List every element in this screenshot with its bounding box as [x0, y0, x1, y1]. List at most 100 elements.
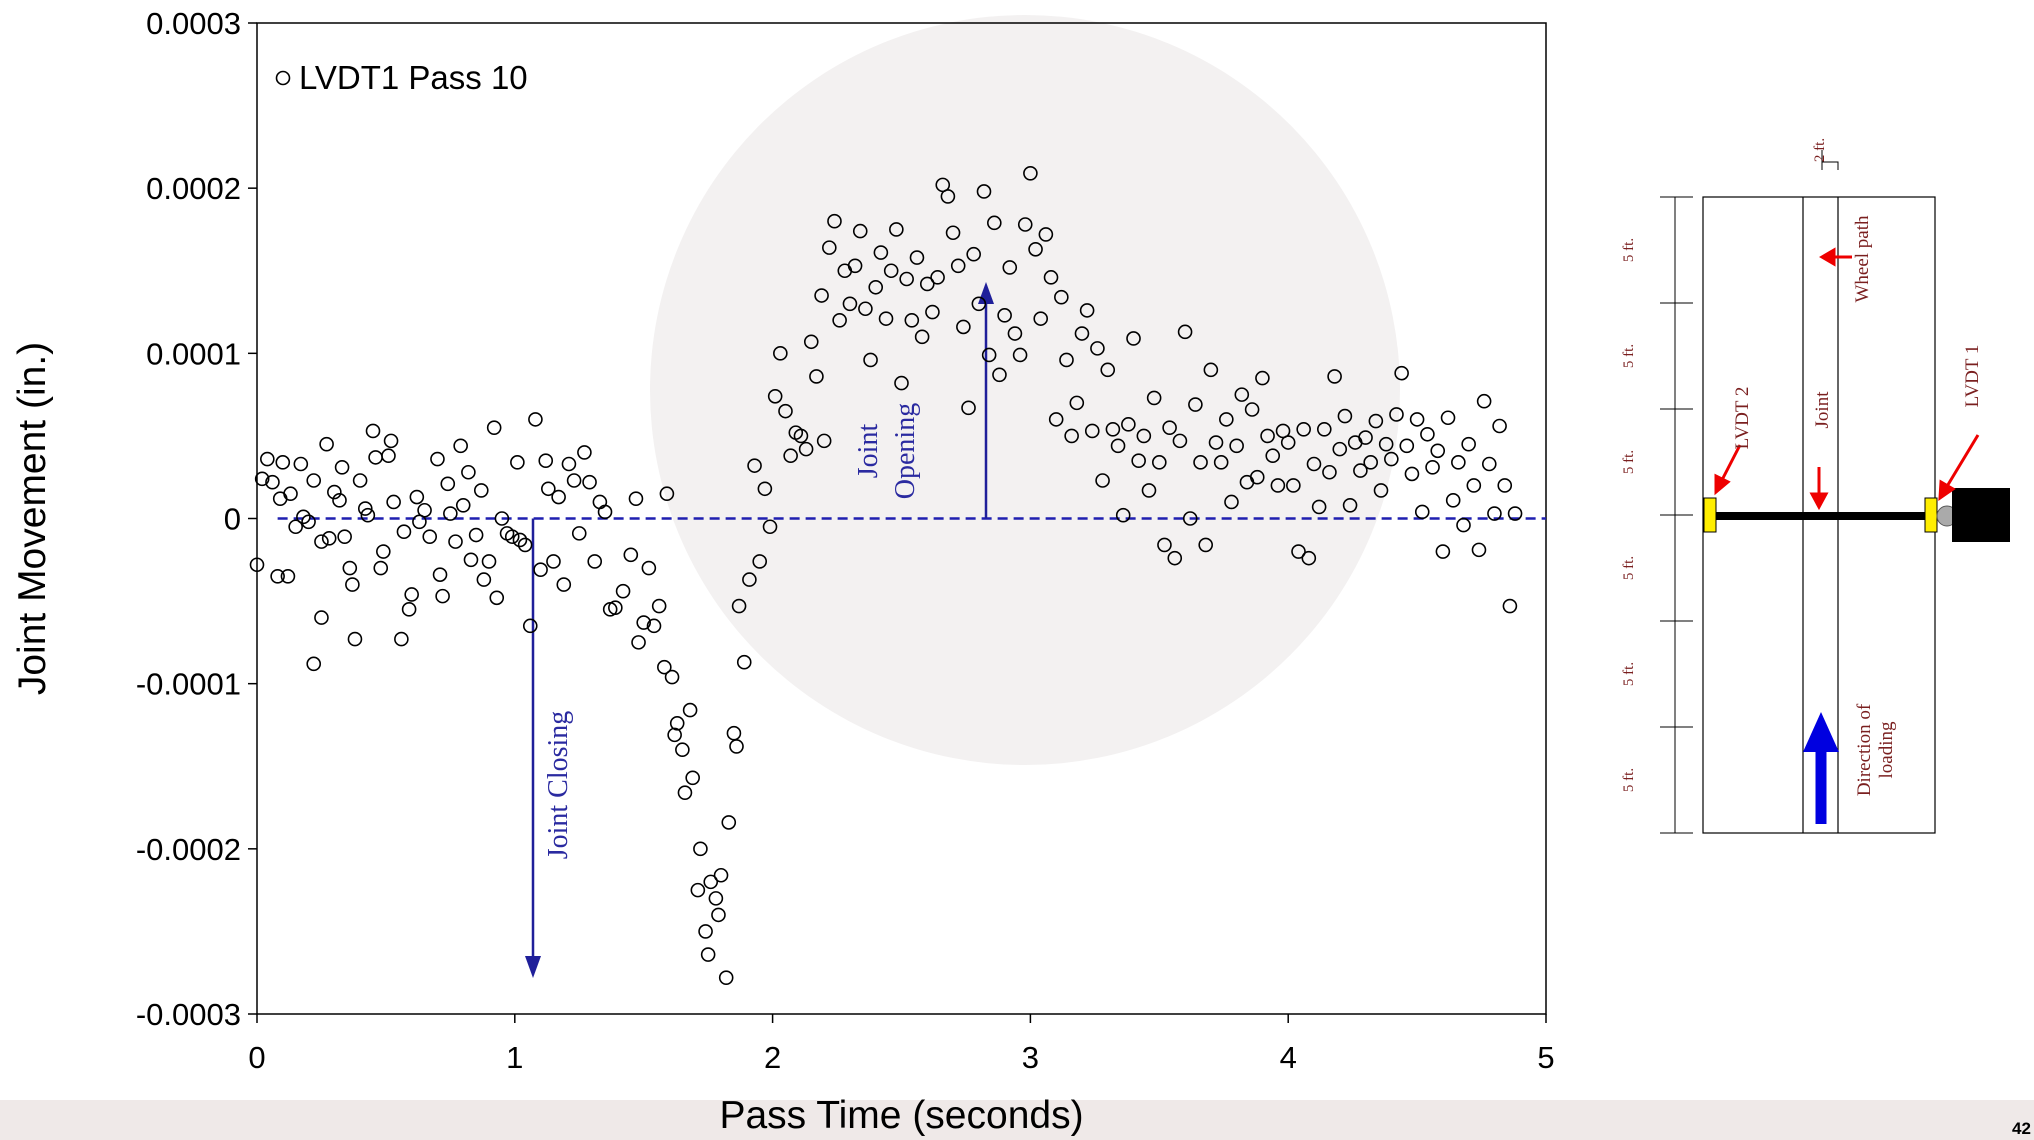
- data-point: [1384, 451, 1399, 467]
- data-point: [940, 189, 956, 204]
- data-point: [1033, 311, 1049, 326]
- data-point: [334, 459, 350, 475]
- data-point: [731, 598, 747, 614]
- data-point: [767, 388, 783, 404]
- data-point: [981, 347, 997, 363]
- data-point: [1193, 455, 1208, 470]
- data-point: [971, 296, 987, 312]
- data-point: [1141, 483, 1157, 498]
- data-point: [556, 577, 572, 592]
- data-point: [481, 554, 497, 569]
- data-logger: [1952, 488, 2010, 542]
- data-point: [757, 481, 773, 497]
- data-point: [383, 433, 399, 449]
- annotation: Joint: [853, 424, 884, 479]
- data-point: [422, 529, 438, 544]
- data-point: [1069, 395, 1085, 411]
- data-point: [987, 215, 1002, 231]
- data-point: [1146, 390, 1162, 406]
- data-point: [675, 742, 690, 758]
- data-point: [342, 560, 358, 576]
- data-point: [1270, 478, 1286, 493]
- data-point: [1502, 598, 1518, 614]
- data-point: [677, 785, 693, 800]
- data-point: [489, 590, 505, 606]
- data-point: [360, 507, 376, 523]
- legend-label: LVDT1 Pass 10: [299, 59, 528, 96]
- data-point: [1409, 412, 1425, 427]
- data-point: [1244, 402, 1260, 417]
- data-point: [1249, 469, 1265, 485]
- data-point: [417, 502, 432, 518]
- data-point: [1064, 428, 1079, 444]
- data-point: [592, 494, 608, 510]
- data-point: [1497, 478, 1513, 493]
- data-point: [822, 240, 837, 255]
- data-point: [352, 473, 368, 488]
- data-point: [814, 288, 829, 303]
- data-point: [597, 504, 613, 520]
- data-point: [1378, 436, 1394, 452]
- segment-label: 5 ft.: [1621, 556, 1637, 580]
- data-point: [345, 577, 360, 592]
- data-point: [386, 494, 401, 510]
- x-tick-label: 5: [1537, 1040, 1554, 1075]
- data-point: [401, 602, 417, 617]
- data-point: [783, 448, 798, 464]
- width-bracket: [1821, 150, 1839, 170]
- data-point: [1152, 455, 1167, 470]
- data-point: [669, 716, 685, 731]
- data-point: [1342, 497, 1358, 513]
- data-point: [847, 258, 863, 274]
- data-point: [827, 213, 842, 229]
- loading-arrow-head: [1803, 712, 1839, 752]
- data-point: [254, 471, 270, 487]
- data-point: [1394, 365, 1409, 381]
- data-point: [1353, 463, 1368, 478]
- data-point: [1373, 483, 1389, 498]
- data-point: [693, 841, 708, 857]
- data-point: [1492, 418, 1507, 434]
- data-point: [950, 258, 966, 274]
- data-point: [636, 615, 652, 630]
- arrow-head: [1938, 479, 1956, 501]
- data-point: [1461, 436, 1476, 452]
- data-point: [321, 531, 337, 546]
- data-point: [314, 610, 329, 625]
- data-point: [504, 529, 520, 544]
- data-point: [703, 874, 719, 890]
- data-point: [314, 534, 329, 549]
- data-point: [1487, 506, 1502, 521]
- data-point: [1476, 393, 1492, 409]
- data-point: [873, 245, 889, 260]
- arrow-head: [1819, 247, 1836, 267]
- data-point: [641, 560, 657, 576]
- data-point: [659, 486, 675, 502]
- y-tick-label: 0.0003: [146, 6, 241, 41]
- data-point: [713, 867, 729, 883]
- y-tick-label: 0: [224, 502, 241, 537]
- data-point: [646, 618, 662, 634]
- data-point: [1481, 456, 1497, 472]
- data-point: [1358, 430, 1373, 445]
- data-point: [461, 464, 476, 480]
- annotation: Opening: [890, 403, 921, 499]
- footer-band: [0, 1100, 2034, 1140]
- data-point: [742, 572, 757, 587]
- data-point: [997, 308, 1012, 323]
- data-point: [473, 483, 489, 498]
- lvdt2-sensor: [1703, 497, 1717, 533]
- dimension-ticks: 5 ft. 5 ft. 5 ft. 5 ft. 5 ft. 5 ft.: [1621, 196, 1693, 834]
- data-point: [1327, 369, 1342, 384]
- data-point: [1404, 466, 1420, 482]
- data-point: [956, 319, 971, 335]
- lvdt2-label: LVDT 2: [1732, 387, 1753, 450]
- data-point: [1440, 410, 1456, 426]
- direction-label: Direction of: [1854, 703, 1875, 796]
- data-point: [878, 311, 894, 326]
- data-point: [803, 334, 819, 350]
- x-tick-label: 0: [248, 1040, 265, 1075]
- data-point: [914, 329, 930, 345]
- data-point: [296, 509, 311, 525]
- y-tick-label: 0.0002: [146, 171, 241, 206]
